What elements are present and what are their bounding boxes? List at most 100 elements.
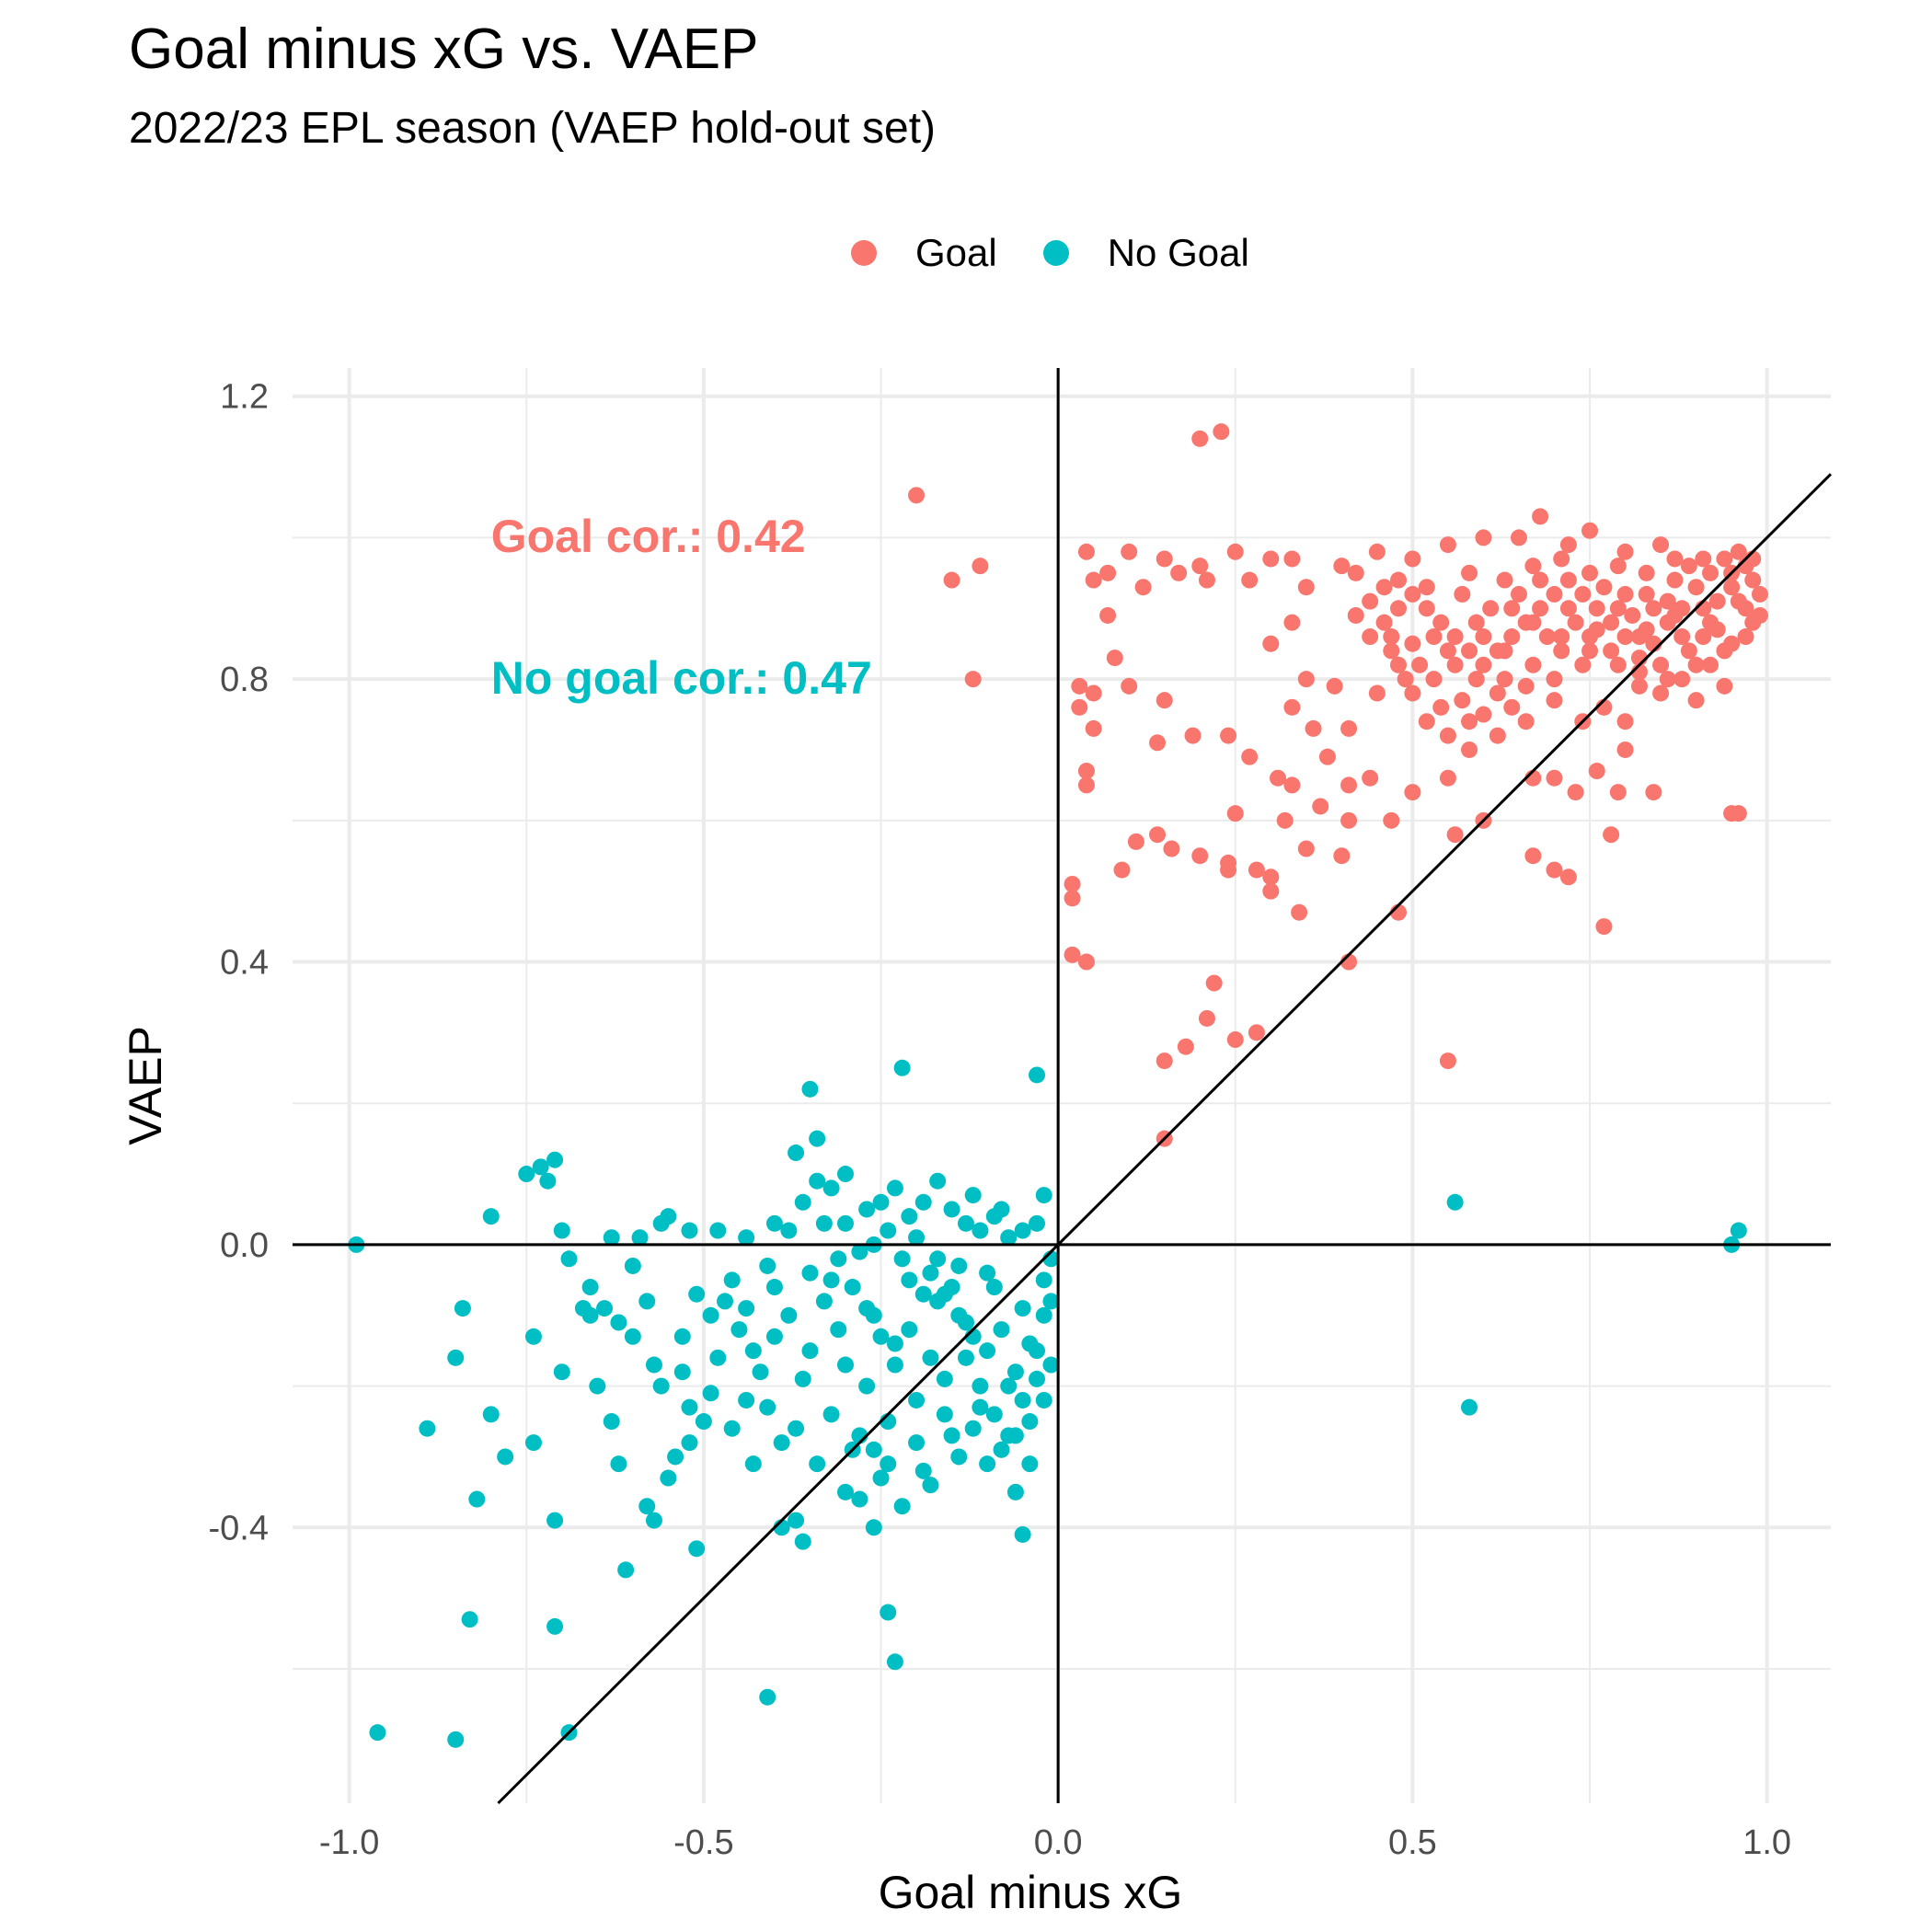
goal-point	[1404, 684, 1421, 702]
goal-point	[1226, 1031, 1244, 1049]
no-goal-point	[993, 1441, 1010, 1458]
goal-point	[1198, 1009, 1215, 1027]
no-goal-point	[901, 1321, 918, 1339]
goal-point	[1546, 671, 1563, 688]
goal-point	[1716, 677, 1733, 695]
no-goal-point	[709, 1349, 727, 1366]
no-goal-point	[957, 1349, 974, 1366]
goal-point	[1475, 529, 1492, 546]
goal-point	[1716, 642, 1733, 660]
goal-point	[1751, 585, 1768, 603]
no-goal-point	[901, 1208, 918, 1225]
no-goal-point	[759, 1688, 776, 1706]
no-goal-correlation-annotation: No goal cor.: 0.47	[490, 652, 872, 705]
no-goal-point	[872, 1328, 890, 1345]
no-goal-point	[765, 1279, 783, 1296]
no-goal-point	[922, 1264, 939, 1282]
goal-point	[1559, 536, 1577, 554]
x-tick-label: 0.5	[1388, 1823, 1437, 1862]
goal-point	[1064, 875, 1081, 892]
no-goal-point	[524, 1328, 542, 1345]
goal-point	[1638, 564, 1655, 581]
no-goal-point	[880, 1222, 897, 1239]
no-goal-point	[1014, 1391, 1031, 1409]
goal-point	[1503, 628, 1521, 646]
goal-point	[1475, 628, 1492, 646]
goal-point	[1496, 571, 1513, 589]
goal-point	[1687, 579, 1705, 596]
no-goal-point	[603, 1413, 620, 1431]
no-goal-point	[972, 1222, 989, 1239]
no-goal-point	[645, 1356, 662, 1374]
no-goal-point	[908, 1229, 926, 1247]
no-goal-point	[893, 1250, 911, 1268]
no-goal-point	[553, 1363, 570, 1381]
goal-point	[1559, 868, 1577, 886]
no-goal-point	[688, 1540, 706, 1558]
no-goal-point	[908, 1391, 926, 1409]
no-goal-point	[943, 1427, 960, 1444]
no-goal-point	[801, 1342, 819, 1360]
no-goal-point	[929, 1172, 947, 1190]
no-goal-point	[702, 1385, 719, 1402]
no-goal-point	[822, 1406, 840, 1423]
goal-point	[1276, 811, 1294, 829]
no-goal-point	[1021, 1335, 1039, 1352]
goal-point	[1248, 1024, 1265, 1041]
goal-point	[1368, 684, 1386, 702]
goal-point	[1085, 684, 1102, 702]
goal-point	[1439, 642, 1456, 660]
x-tick-label: -0.5	[673, 1823, 733, 1862]
goal-point	[1680, 558, 1697, 575]
reference-lines	[293, 368, 1833, 1805]
goal-point	[1517, 677, 1535, 695]
x-tick-label: -1.0	[319, 1823, 379, 1862]
goal-point	[1283, 550, 1301, 568]
goal-point	[1305, 719, 1322, 737]
no-goal-point	[673, 1363, 691, 1381]
no-goal-point	[815, 1214, 833, 1232]
goal-point	[1616, 741, 1634, 758]
no-goal-point	[419, 1420, 436, 1437]
no-goal-point	[581, 1306, 599, 1324]
goal-point	[1574, 585, 1592, 603]
no-goal-point	[1035, 1187, 1052, 1204]
goal-point	[1702, 656, 1719, 673]
goal-point	[1446, 656, 1464, 673]
goal-point	[1744, 571, 1762, 589]
goal-point	[1454, 585, 1471, 603]
no-goal-point	[794, 1533, 811, 1550]
goal-point	[1546, 861, 1563, 879]
goal-point	[1340, 719, 1358, 737]
goal-point	[1425, 628, 1443, 646]
no-goal-point	[447, 1349, 465, 1366]
no-goal-point	[631, 1229, 649, 1247]
goal-point	[1652, 656, 1670, 673]
goal-point	[1609, 784, 1627, 801]
tick-labels: -1.0 -0.5 0.0 0.5 1.0 -0.4 0.0 0.4 0.8 1.2	[209, 378, 1792, 1862]
goal-point	[1283, 614, 1301, 631]
goal-point	[1262, 635, 1280, 652]
goal-point	[1708, 592, 1726, 610]
goal-point	[1389, 571, 1407, 589]
no-goal-point	[1042, 1356, 1060, 1374]
goal-point	[1375, 579, 1393, 596]
y-axis-title: VAEP	[120, 1026, 171, 1145]
no-goal-point	[539, 1172, 557, 1190]
no-goal-point	[858, 1300, 876, 1317]
no-goal-point	[624, 1257, 641, 1274]
goal-point	[1723, 579, 1741, 596]
y-tick-label: -0.4	[209, 1509, 269, 1547]
goal-point	[1510, 529, 1527, 546]
no-goal-point	[518, 1166, 535, 1183]
goal-point	[1559, 600, 1577, 617]
goal-point	[1397, 671, 1414, 688]
goal-point	[1064, 890, 1081, 907]
no-goal-point	[738, 1229, 755, 1247]
no-goal-point	[553, 1222, 570, 1239]
no-goal-point	[914, 1193, 932, 1211]
no-goal-point	[809, 1130, 826, 1147]
goal-point	[1362, 628, 1379, 646]
no-goal-point	[979, 1342, 996, 1360]
no-goal-point	[1014, 1300, 1031, 1317]
